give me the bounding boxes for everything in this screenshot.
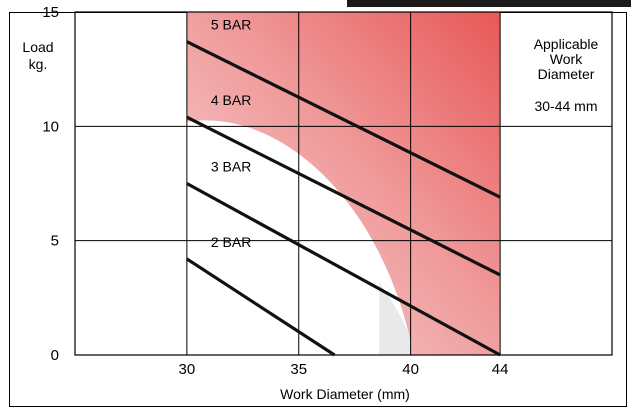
series-line [186, 115, 501, 277]
header-bar [347, 0, 631, 7]
series-label: 2 BAR [211, 234, 251, 250]
annotation-line1: Applicable [534, 36, 599, 52]
y-tick-label: 5 [51, 233, 59, 250]
annotation-line2: Work [550, 51, 583, 67]
series-label: 4 BAR [211, 92, 251, 108]
x-tick-label: 35 [290, 361, 307, 378]
annotation-range: 30-44 mm [534, 98, 597, 114]
x-axis-label: Work Diameter (mm) [280, 386, 410, 402]
series-line [186, 182, 501, 357]
x-tick-label: 40 [402, 361, 419, 378]
x-tick-label: 44 [492, 361, 509, 378]
series-line [186, 40, 501, 199]
y-tick-label: 15 [42, 4, 59, 21]
y-axis-label-line1: Load [22, 39, 53, 55]
annotation-line3: Diameter [538, 66, 595, 82]
x-tick-label: 30 [179, 361, 196, 378]
y-tick-label: 10 [42, 118, 59, 135]
series-label: 5 BAR [211, 17, 251, 33]
excluded-region-shade [379, 281, 411, 355]
series-line [186, 257, 336, 357]
y-tick-label: 0 [51, 347, 59, 364]
y-axis-label-line2: kg. [29, 56, 48, 72]
series-label: 3 BAR [211, 159, 251, 175]
